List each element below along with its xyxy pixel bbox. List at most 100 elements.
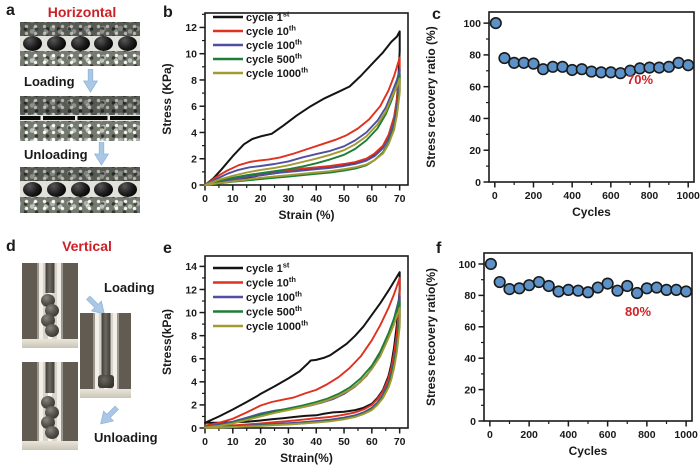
y-tick-label: 12 [185, 22, 197, 34]
y-tick-label: 2 [191, 400, 197, 412]
y-tick-label: 14 [185, 261, 197, 273]
recovery-percentage-annotation: 70% [627, 72, 653, 87]
plunger [101, 313, 110, 375]
panel-label-b: b [163, 4, 173, 21]
data-point [493, 275, 506, 289]
graphene-sphere [45, 406, 59, 419]
x-tick-label: 400 [563, 190, 581, 202]
x-tick-label: 60 [366, 193, 378, 205]
y-tick-label: 80 [469, 50, 481, 62]
graphene-sphere [70, 181, 90, 197]
plot-frame [204, 255, 409, 429]
photo-horizontal-initial [20, 22, 140, 66]
y-tick-label: 6 [191, 354, 197, 366]
legend-entry: cycle 10th [246, 24, 296, 39]
down-right-arrow-icon [85, 295, 105, 315]
x-axis-title: Cycles [572, 205, 611, 219]
legend-entry: cycle 1st [246, 261, 290, 276]
x-tick-label: 1000 [674, 429, 698, 441]
sphere-stack [40, 294, 60, 337]
graphene-sphere [46, 181, 66, 197]
down-arrow-icon [82, 69, 98, 93]
x-tick-label: 600 [599, 429, 617, 441]
y-tick-label: 0 [191, 423, 197, 435]
y-tick-label: 20 [464, 384, 476, 396]
x-tick-label: 50 [338, 193, 350, 205]
y-tick-label: 60 [464, 322, 476, 334]
y-tick-label: 8 [191, 75, 197, 87]
y-tick-label: 4 [191, 377, 197, 389]
loading-label: Loading [104, 280, 155, 295]
data-point [523, 279, 536, 292]
data-point [672, 56, 685, 69]
granite-slab-top [20, 22, 140, 36]
data-point [621, 279, 634, 293]
data-point [611, 284, 624, 297]
x-tick-label: 40 [310, 436, 322, 448]
legend-entry: cycle 100th [246, 290, 302, 305]
graphene-sphere [94, 181, 114, 197]
data-point [660, 283, 673, 296]
data-point [503, 283, 516, 296]
legend-entry: cycle 500th [246, 52, 302, 67]
unloading-label: Unloading [24, 146, 88, 162]
base-platform [22, 339, 78, 348]
x-tick-label: 70 [394, 436, 406, 448]
x-tick-label: 200 [520, 429, 538, 441]
photo-horizontal-recovered [20, 167, 140, 213]
y-tick-label: 20 [469, 145, 481, 157]
series-cycle-1000th [204, 77, 401, 186]
x-tick-label: 0 [202, 436, 208, 448]
granite-slab-top [20, 96, 140, 115]
legend-entry: cycle 1st [246, 10, 290, 25]
y-tick-label: 60 [469, 81, 481, 93]
down-left-arrow-icon [100, 405, 120, 425]
y-tick-label: 0 [470, 416, 476, 428]
graphene-sphere [46, 36, 66, 51]
panel-label-e: e [163, 240, 172, 257]
y-tick-label: 100 [458, 259, 476, 271]
x-tick-label: 30 [283, 436, 295, 448]
legend-entry: cycle 100th [246, 38, 302, 53]
y-tick-label: 6 [191, 101, 197, 113]
series-cycle-1000th [204, 306, 401, 429]
down-arrow-icon [93, 142, 109, 166]
sphere-stack [40, 396, 60, 439]
data-point [537, 63, 550, 76]
y-tick-label: 10 [185, 307, 197, 319]
photo-horizontal-loaded [20, 96, 140, 141]
y-tick-label: 10 [185, 49, 197, 61]
y-axis-title: Stress recovery ratio(%) [424, 268, 438, 406]
x-tick-label: 600 [602, 190, 620, 202]
chart-e-stress-strain-vertical: 0 10 20 30 40 50 60 70 0 2 4 6 8 10 12 14 Strain(%) Stres… [160, 255, 409, 465]
data-point [682, 59, 695, 72]
data-point [484, 257, 497, 271]
series-cycle-10th [204, 276, 401, 428]
x-tick-label: 200 [525, 190, 543, 202]
series-cycle-10th [204, 56, 401, 186]
loading-label: Loading [24, 73, 75, 89]
compressed-spheres [20, 116, 140, 120]
x-tick-label: 1000 [677, 190, 700, 202]
graphene-sphere [70, 36, 90, 51]
y-tick-label: 4 [191, 127, 197, 139]
base-platform [22, 441, 78, 450]
panel-label-f: f [436, 240, 442, 257]
chart-b-stress-strain-horizontal: 0 10 20 30 40 50 60 70 0 2 4 6 8 10 12 Strain (%) Stress… [160, 10, 409, 222]
graphene-sphere [118, 181, 137, 197]
x-tick-label: 0 [202, 193, 208, 205]
unloading-step: Unloading [20, 141, 144, 167]
x-tick-label: 800 [638, 429, 656, 441]
x-tick-label: 20 [255, 436, 267, 448]
graphene-sphere [23, 181, 42, 197]
compressed-sphere-row [20, 115, 140, 121]
sphere-row [20, 181, 140, 197]
data-point [542, 279, 555, 293]
graphene-sphere [41, 314, 55, 327]
chart-f-stress-recovery-vertical: 0 200 400 600 800 1000 0 20 40 60 80 100 Cycles Stres… [424, 252, 698, 458]
panel-label-c: c [432, 6, 441, 23]
data-point [498, 51, 511, 65]
x-axis-title: Strain(%) [280, 451, 333, 465]
graphene-sphere [41, 294, 55, 307]
